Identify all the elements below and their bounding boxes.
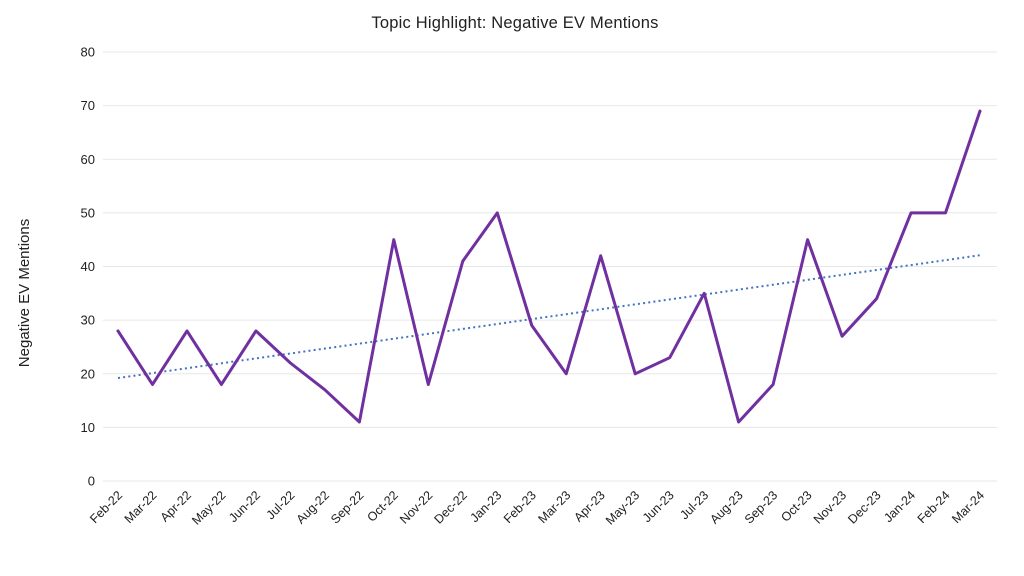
x-tick-label: Jun-23 <box>640 488 677 525</box>
data-series <box>116 109 982 424</box>
x-tick-label: Apr-22 <box>158 488 194 524</box>
y-tick-labels: 0 10 20 30 40 50 60 70 80 <box>81 45 95 489</box>
x-tick-label: Sep-22 <box>328 488 366 526</box>
x-tick-label: Jan-24 <box>881 488 918 525</box>
x-tick-label: Mar-24 <box>949 488 987 526</box>
chart-title: Topic Highlight: Negative EV Mentions <box>371 14 658 32</box>
x-tick-label: Aug-22 <box>294 488 332 526</box>
y-tick-label: 30 <box>81 313 95 328</box>
gridlines <box>103 51 997 482</box>
y-tick-label: 50 <box>81 205 95 220</box>
x-tick-label: Oct-22 <box>365 488 401 524</box>
series-line <box>116 109 982 424</box>
x-tick-label: Aug-23 <box>707 488 745 526</box>
y-tick-label: 20 <box>81 366 95 381</box>
y-tick-label: 60 <box>81 152 95 167</box>
y-tick-label: 0 <box>88 474 95 489</box>
x-tick-label: Mar-22 <box>122 488 160 526</box>
x-tick-label: Nov-22 <box>397 488 435 526</box>
x-tick-label: Feb-22 <box>87 488 125 526</box>
x-tick-label: Apr-23 <box>571 488 607 524</box>
x-tick-label: Mar-23 <box>535 488 573 526</box>
x-tick-label: Jun-22 <box>226 488 263 525</box>
trendline-segment <box>117 254 981 380</box>
x-tick-label: May-23 <box>603 488 642 527</box>
y-tick-label: 70 <box>81 98 95 113</box>
y-axis-title: Negative EV Mentions <box>16 219 33 367</box>
x-tick-label: Feb-23 <box>501 488 539 526</box>
x-tick-label: Jul-23 <box>677 488 711 522</box>
x-tick-label: Nov-23 <box>811 488 849 526</box>
y-tick-label: 80 <box>81 45 95 60</box>
x-tick-label: Dec-22 <box>432 488 470 526</box>
y-tick-label: 10 <box>81 420 95 435</box>
x-tick-label: May-22 <box>189 488 228 527</box>
trendline <box>117 254 981 380</box>
x-tick-label: Jul-22 <box>264 488 298 522</box>
x-tick-label: Sep-23 <box>742 488 780 526</box>
x-tick-label: Jan-23 <box>467 488 504 525</box>
y-tick-label: 40 <box>81 259 95 274</box>
x-tick-label: Dec-23 <box>845 488 883 526</box>
x-tick-label: Feb-24 <box>915 488 953 526</box>
x-tick-label: Oct-23 <box>778 488 814 524</box>
